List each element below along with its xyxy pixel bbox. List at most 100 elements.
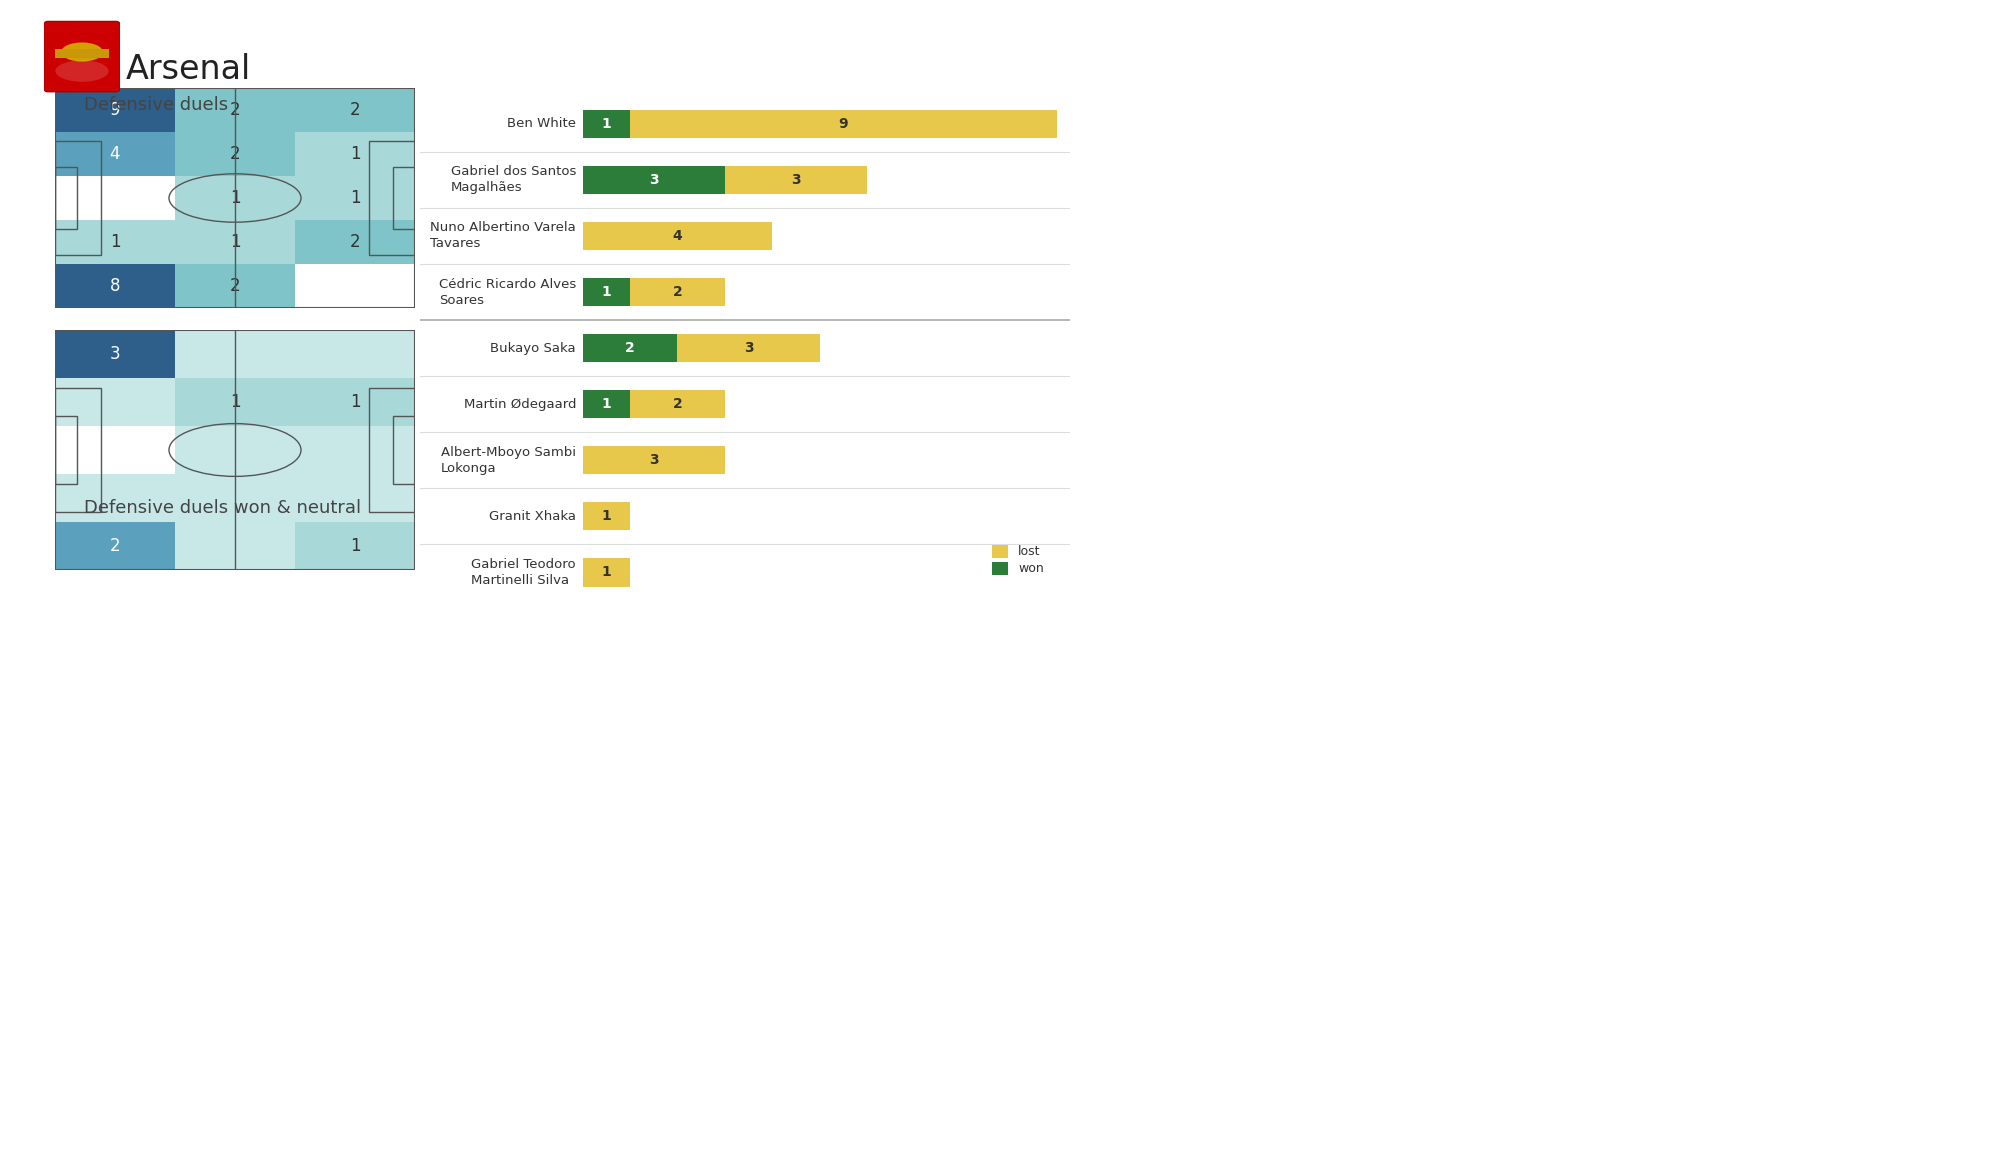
Bar	[582, 503, 630, 530]
Bar	[630, 278, 724, 306]
Bar	[176, 378, 296, 427]
Text: Defensive duels won & neutral: Defensive duels won & neutral	[84, 499, 362, 517]
Text: Cédric Ricardo Alves
Soares: Cédric Ricardo Alves Soares	[438, 277, 576, 307]
Bar	[678, 334, 820, 362]
Bar	[296, 427, 416, 474]
Text: 4: 4	[110, 145, 120, 163]
Text: 2: 2	[672, 397, 682, 411]
Text: Bukayo Saka: Bukayo Saka	[490, 342, 576, 355]
Text: Defensive duels: Defensive duels	[84, 96, 228, 114]
Bar	[56, 264, 176, 308]
Text: 1: 1	[602, 510, 612, 523]
Bar	[296, 522, 416, 570]
Bar	[56, 427, 176, 474]
Bar	[176, 474, 296, 522]
Bar	[296, 132, 416, 176]
Bar	[296, 176, 416, 220]
Bar	[296, 474, 416, 522]
Text: 3: 3	[648, 454, 658, 468]
Bar	[176, 132, 296, 176]
Text: 1: 1	[602, 397, 612, 411]
Bar	[630, 109, 1056, 137]
Bar	[370, 388, 416, 512]
Bar	[630, 390, 724, 418]
Bar	[176, 176, 296, 220]
Bar	[56, 176, 176, 220]
Bar	[56, 220, 176, 264]
Text: 2: 2	[672, 286, 682, 298]
FancyBboxPatch shape	[44, 21, 120, 92]
Bar	[296, 220, 416, 264]
Bar	[992, 545, 1008, 558]
Bar	[56, 141, 100, 255]
Bar	[582, 446, 724, 475]
Text: 3: 3	[744, 341, 754, 355]
Text: Gabriel Teodoro
Martinelli Silva: Gabriel Teodoro Martinelli Silva	[472, 558, 576, 588]
Bar	[992, 563, 1008, 575]
Bar	[394, 416, 416, 484]
Text: 1: 1	[350, 392, 360, 411]
Bar	[582, 334, 678, 362]
Bar	[56, 522, 176, 570]
Bar	[296, 330, 416, 378]
Text: 1: 1	[350, 145, 360, 163]
Ellipse shape	[62, 42, 102, 61]
Ellipse shape	[56, 60, 108, 82]
Text: Albert-Mboyo Sambi
Lokonga: Albert-Mboyo Sambi Lokonga	[440, 445, 576, 475]
Text: 3: 3	[792, 173, 800, 187]
Text: 3: 3	[648, 173, 658, 187]
Text: won: won	[1018, 562, 1044, 576]
Text: 1: 1	[230, 189, 240, 207]
Text: 2: 2	[350, 233, 360, 251]
Bar	[56, 167, 76, 229]
Text: 2: 2	[626, 341, 634, 355]
Text: 2: 2	[230, 277, 240, 295]
Text: 1: 1	[110, 233, 120, 251]
Bar	[56, 388, 100, 512]
Bar	[582, 278, 630, 306]
Text: 2: 2	[230, 101, 240, 119]
Bar	[296, 88, 416, 132]
Text: 3: 3	[110, 345, 120, 363]
Text: 9: 9	[110, 101, 120, 119]
Bar	[582, 222, 772, 250]
Bar	[176, 264, 296, 308]
Text: 8: 8	[110, 277, 120, 295]
Bar	[724, 166, 868, 194]
Bar	[56, 416, 76, 484]
Bar	[56, 132, 176, 176]
Text: Arsenal: Arsenal	[126, 53, 252, 86]
Bar	[176, 330, 296, 378]
Text: Nuno Albertino Varela
Tavares: Nuno Albertino Varela Tavares	[430, 221, 576, 250]
Text: 9: 9	[838, 116, 848, 130]
Text: Ben White: Ben White	[508, 118, 576, 130]
Bar	[582, 109, 630, 137]
Bar	[176, 522, 296, 570]
Bar	[394, 167, 416, 229]
Text: 1: 1	[602, 565, 612, 579]
Bar	[582, 558, 630, 586]
Text: Granit Xhaka: Granit Xhaka	[488, 510, 576, 523]
Bar	[176, 220, 296, 264]
Bar	[582, 390, 630, 418]
Bar	[582, 166, 724, 194]
Bar	[370, 141, 416, 255]
Text: Martin Ødegaard: Martin Ødegaard	[464, 397, 576, 411]
Text: 1: 1	[230, 392, 240, 411]
Text: 1: 1	[230, 233, 240, 251]
Bar	[56, 330, 176, 378]
Text: 1: 1	[602, 116, 612, 130]
Bar	[296, 378, 416, 427]
Text: 1: 1	[350, 537, 360, 555]
Bar	[176, 88, 296, 132]
Text: lost: lost	[1018, 545, 1040, 558]
Text: 2: 2	[230, 145, 240, 163]
Text: 1: 1	[350, 189, 360, 207]
Text: 1: 1	[602, 286, 612, 298]
Bar	[56, 88, 176, 132]
Text: Gabriel dos Santos
Magalhães: Gabriel dos Santos Magalhães	[450, 166, 576, 194]
Text: 4: 4	[672, 229, 682, 243]
Bar	[56, 474, 176, 522]
Text: 2: 2	[350, 101, 360, 119]
Bar	[176, 427, 296, 474]
